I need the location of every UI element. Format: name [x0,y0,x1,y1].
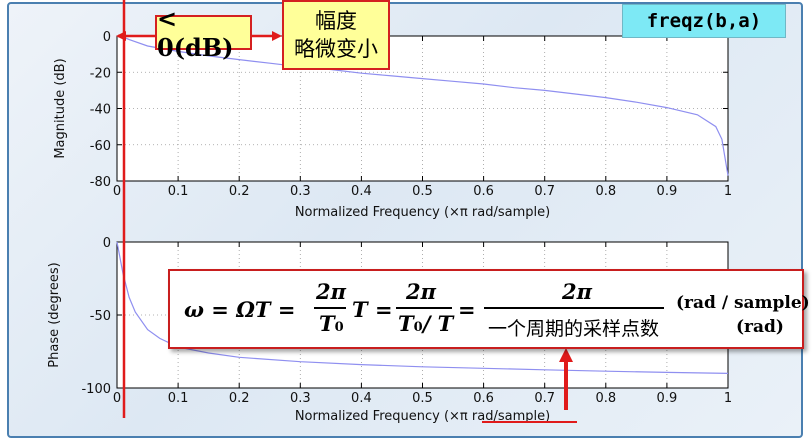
magnitude-y-tick-label: -20 [90,66,111,81]
freqz-function-text: freqz(b,a) [646,10,762,32]
amplitude-callout-line1: 幅度 [315,9,357,33]
formula-equals: = [458,297,476,322]
freqz-function-label: freqz(b,a) [622,4,786,38]
formula-unit-rad-per-sample: (rad / sample) [676,293,810,313]
formula-frac3-numerator: 2π [562,279,592,304]
omega-formula-box: ω = ΩT = 2π T0 T = 2π T0/ T = 2π 一个周期的采样… [168,269,810,349]
magnitude-x-tick-label: 0.6 [473,184,494,199]
magnitude-x-tick-label: 0.3 [290,184,311,199]
magnitude-y-tick-label: -60 [90,139,111,154]
magnitude-x-tick-label: 0.1 [168,184,189,199]
formula-frac2-den-subscript: 0 [413,320,423,335]
magnitude-y-tick-label: -80 [90,175,111,190]
phase-x-tick-label: 0.1 [168,391,189,406]
phase-x-axis-label: Normalized Frequency (×π rad/sample) [295,409,550,424]
phase-x-tick-label: 1 [724,391,732,406]
magnitude-y-axis-label: Magnitude (dB) [53,58,68,158]
amp-callout-arrowhead [272,31,282,41]
magnitude-x-tick-label: 0.2 [229,184,250,199]
magnitude-y-tick-label: -40 [90,103,111,118]
phase-x-tick-label: 0.4 [351,391,372,406]
formula-frac2-numerator: 2π [406,279,436,304]
magnitude-y-tick-label: 0 [103,30,111,45]
formula-unit-rad: (rad) [736,317,784,337]
phase-x-tick-label: 0.9 [657,391,678,406]
magnitude-x-tick-label: 0.9 [657,184,678,199]
phase-y-tick-label: -100 [81,382,111,397]
formula-frac2-denominator: T0/ T [398,311,453,336]
formula-frac2-den-symbol: T [398,311,414,336]
amplitude-callout-line2: 略微变小 [294,37,378,61]
formula-frac2-den-rest: / T [422,311,454,336]
phase-x-tick-label: 0.8 [595,391,616,406]
magnitude-x-tick-label: 0.7 [534,184,555,199]
phase-x-tick-label: 0 [113,391,121,406]
magnitude-x-axis-label: Normalized Frequency (×π rad/sample) [295,205,550,220]
phase-x-tick-label: 0.2 [229,391,250,406]
formula-frac2-bar [396,307,452,309]
magnitude-response-curve [116,35,729,176]
db-callout-text: < 0(dB) [157,3,234,62]
formula-frac3-bar [484,307,664,309]
formula-lhs: ω = ΩT = [184,297,296,322]
magnitude-x-tick-label: 0 [113,184,121,199]
formula-frac1-numerator: 2π [316,279,346,304]
formula-frac3-denominator: 一个周期的采样点数 [488,318,660,340]
db-callout-arrowhead [116,31,126,41]
formula-frac1-den-subscript: 0 [334,320,344,335]
formula-frac1-denominator: T0 [319,311,344,336]
formula-after-frac1: T = [352,297,393,322]
amplitude-callout: 幅度 略微变小 [282,0,390,70]
phase-x-tick-label: 0.3 [290,391,311,406]
units-pointer-arrowhead [559,348,573,362]
phase-y-axis-label: Phase (degrees) [47,262,62,367]
magnitude-x-tick-label: 1 [724,184,732,199]
magnitude-x-tick-label: 0.4 [351,184,372,199]
formula-frac1-bar [314,307,346,309]
phase-y-tick-label: 0 [103,236,111,251]
magnitude-x-tick-label: 0.5 [412,184,433,199]
db-callout: < 0(dB) [155,4,252,62]
phase-x-tick-label: 0.7 [534,391,555,406]
phase-x-tick-label: 0.6 [473,391,494,406]
phase-x-tick-label: 0.5 [412,391,433,406]
formula-frac1-den-symbol: T [319,311,335,336]
phase-y-tick-label: -50 [90,309,111,324]
magnitude-x-tick-label: 0.8 [595,184,616,199]
